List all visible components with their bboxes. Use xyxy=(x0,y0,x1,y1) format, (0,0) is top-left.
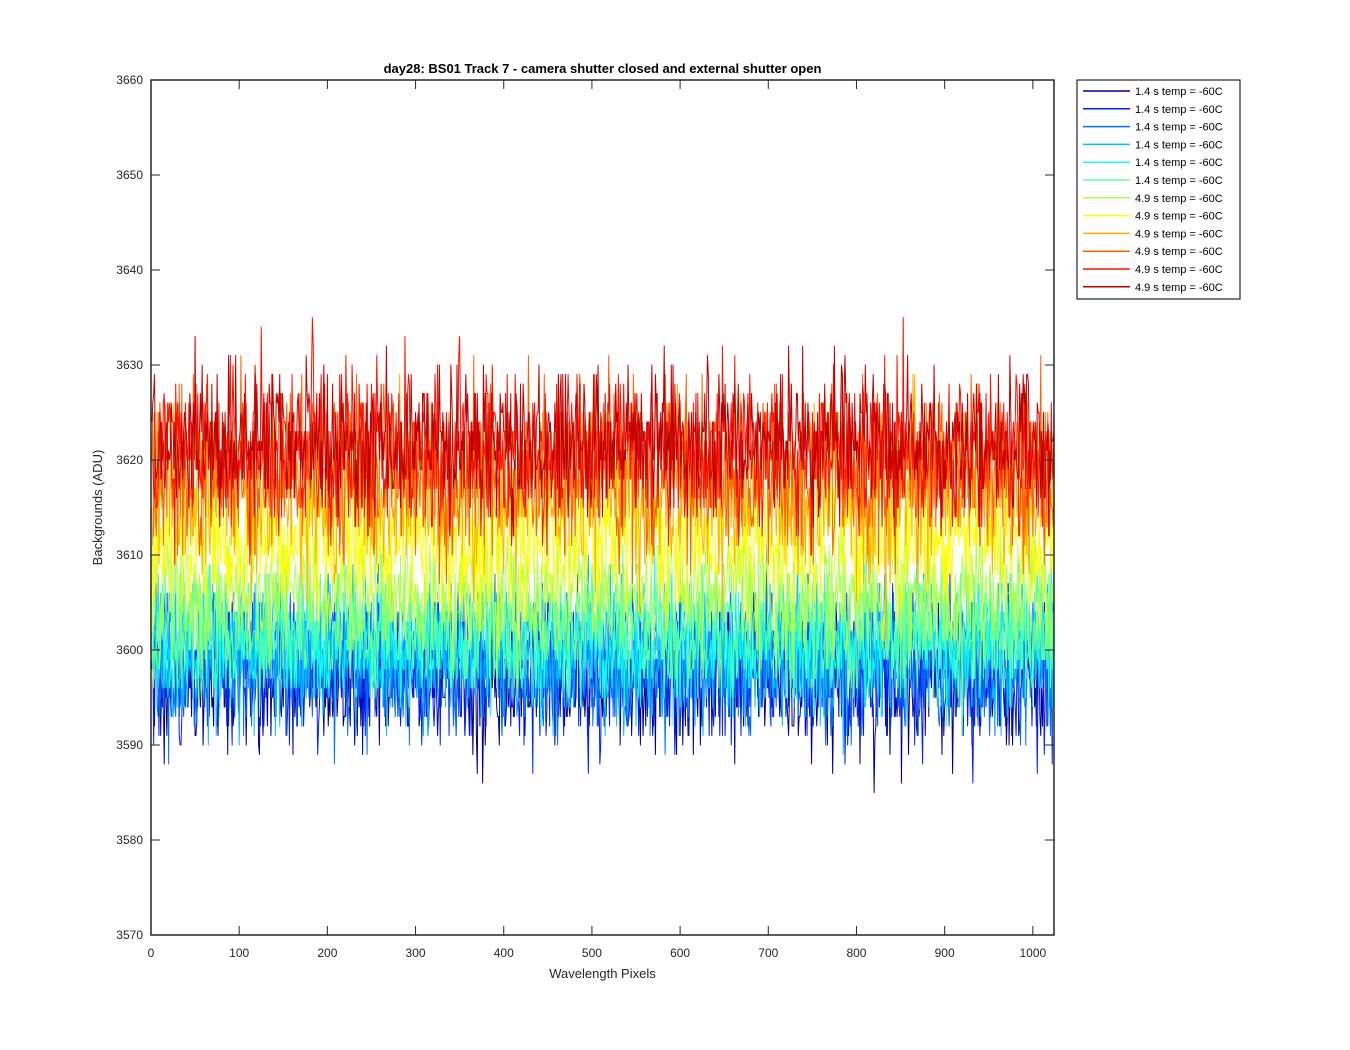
legend-label-1: 1.4 s temp = -60C xyxy=(1135,86,1223,98)
legend-label-2: 1.4 s temp = -60C xyxy=(1135,104,1223,116)
x-axis-label: Wavelength Pixels xyxy=(549,966,656,981)
legend-items: 1.4 s temp = -60C 1.4 s temp = -60C 1.4 s … xyxy=(1083,86,1223,294)
legend-label-5: 1.4 s temp = -60C xyxy=(1135,157,1223,169)
y-tick-label-8: 3650 xyxy=(116,168,143,182)
x-tick-label-0: 0 xyxy=(148,946,155,960)
legend-label-8: 4.9 s temp = -60C xyxy=(1135,211,1223,223)
x-tick-label-9: 900 xyxy=(935,946,955,960)
legend-label-3: 1.4 s temp = -60C xyxy=(1135,122,1223,134)
x-tick-label-3: 300 xyxy=(406,946,426,960)
x-tick-label-1: 100 xyxy=(229,946,249,960)
y-tick-label-9: 3660 xyxy=(116,73,143,87)
y-tick-label-7: 3640 xyxy=(116,263,143,277)
axes-box xyxy=(150,79,1055,936)
legend-label-6: 1.4 s temp = -60C xyxy=(1135,175,1223,187)
series-line-8 xyxy=(151,431,1055,651)
x-tick-label-8: 800 xyxy=(846,946,866,960)
x-tick-label-2: 200 xyxy=(317,946,337,960)
legend-label-10: 4.9 s temp = -60C xyxy=(1135,246,1223,258)
x-tick-label-5: 500 xyxy=(582,946,602,960)
x-tick-label-7: 700 xyxy=(758,946,778,960)
legend-label-7: 4.9 s temp = -60C xyxy=(1135,193,1223,205)
ticks-layer: 0 100 200 300 400 500 600 700 800 900 1000 3570 3580… xyxy=(116,73,1054,960)
y-axis-label: Backgrounds (ADU) xyxy=(90,450,105,566)
x-tick-label-4: 400 xyxy=(494,946,514,960)
legend-box xyxy=(1076,79,1241,300)
series-layer xyxy=(151,317,1055,793)
series-line-6 xyxy=(151,545,1055,736)
y-tick-label-2: 3590 xyxy=(116,738,143,752)
series-line-12 xyxy=(151,336,1055,546)
y-tick-label-0: 3570 xyxy=(116,928,143,942)
y-tick-label-4: 3610 xyxy=(116,548,143,562)
legend-label-4: 1.4 s temp = -60C xyxy=(1135,139,1223,151)
legend: 1.4 s temp = -60C 1.4 s temp = -60C 1.4 s … xyxy=(1076,79,1241,300)
y-tick-label-5: 3620 xyxy=(116,453,143,467)
y-tick-label-1: 3580 xyxy=(116,833,143,847)
x-tick-label-10: 1000 xyxy=(1019,946,1046,960)
x-tick-label-6: 600 xyxy=(670,946,690,960)
y-tick-label-3: 3600 xyxy=(116,643,143,657)
chart-title: day28: BS01 Track 7 - camera shutter clo… xyxy=(384,61,822,76)
legend-label-9: 4.9 s temp = -60C xyxy=(1135,228,1223,240)
y-tick-label-6: 3630 xyxy=(116,358,143,372)
legend-label-12: 4.9 s temp = -60C xyxy=(1135,282,1223,294)
legend-label-11: 4.9 s temp = -60C xyxy=(1135,264,1223,276)
